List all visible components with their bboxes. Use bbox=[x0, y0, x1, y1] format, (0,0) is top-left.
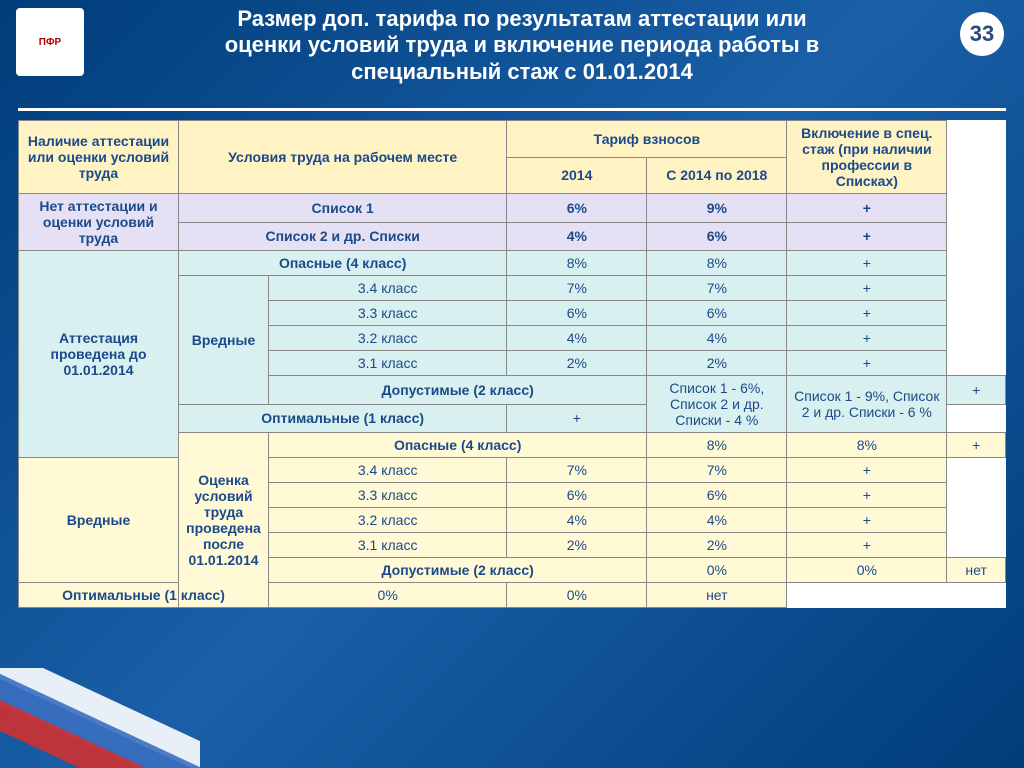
sec2-acceptable-incl: + bbox=[947, 376, 1006, 405]
pfr-logo: ПФР bbox=[16, 8, 84, 76]
slide-number-badge: 33 bbox=[960, 12, 1004, 56]
sec1-row1-t2: 6% bbox=[647, 222, 787, 251]
sec2-h0-t2: 7% bbox=[647, 276, 787, 301]
sec2-h2-cls: 3.2 класс bbox=[269, 326, 507, 351]
sec2-h3-incl: + bbox=[787, 351, 947, 376]
sec2-merged-t1: Список 1 - 6%, Список 2 и др. Списки - 4… bbox=[647, 376, 787, 433]
sec2-label: Аттестация проведена до 01.01.2014 bbox=[19, 251, 179, 458]
sec1-row0-t2: 9% bbox=[647, 194, 787, 223]
header-tariff-group: Тариф взносов bbox=[507, 121, 787, 158]
sec2-danger-t2: 8% bbox=[647, 251, 787, 276]
sec2-h2-t2: 4% bbox=[647, 326, 787, 351]
sec3-danger-incl: + bbox=[947, 433, 1006, 458]
sec3-h1-cls: 3.3 класс bbox=[269, 483, 507, 508]
sec3-h1-t1: 6% bbox=[507, 483, 647, 508]
title-separator bbox=[18, 108, 1006, 111]
slide-title: Размер доп. тарифа по результатам аттест… bbox=[100, 6, 944, 85]
sec3-h3-incl: + bbox=[787, 533, 947, 558]
sec3-h0-cls: 3.4 класс bbox=[269, 458, 507, 483]
sec2-h3-t2: 2% bbox=[647, 351, 787, 376]
sec3-acceptable-t1: 0% bbox=[647, 558, 787, 583]
sec2-h2-incl: + bbox=[787, 326, 947, 351]
sec3-h2-t1: 4% bbox=[507, 508, 647, 533]
sec3-harmful-label: Вредные bbox=[19, 458, 179, 583]
logo-text: ПФР bbox=[39, 37, 61, 48]
sec2-optimal-incl: + bbox=[507, 404, 647, 433]
sec2-h1-cls: 3.3 класс bbox=[269, 301, 507, 326]
header-tariff-2014-2018: С 2014 по 2018 bbox=[647, 157, 787, 194]
sec3-acceptable-t2: 0% bbox=[787, 558, 947, 583]
sec1-row1-incl: + bbox=[787, 222, 947, 251]
sec3-label: Оценка условий труда проведена после 01.… bbox=[179, 433, 269, 608]
sec3-h3-t1: 2% bbox=[507, 533, 647, 558]
sec2-danger-t1: 8% bbox=[507, 251, 647, 276]
sec3-h2-incl: + bbox=[787, 508, 947, 533]
title-line-3: специальный стаж с 01.01.2014 bbox=[100, 59, 944, 85]
header-inclusion: Включение в спец. стаж (при наличии проф… bbox=[787, 121, 947, 194]
sec3-h0-incl: + bbox=[787, 458, 947, 483]
sec2-h3-t1: 2% bbox=[507, 351, 647, 376]
title-line-1: Размер доп. тарифа по результатам аттест… bbox=[100, 6, 944, 32]
sec2-harmful-label: Вредные bbox=[179, 276, 269, 405]
sec2-h3-cls: 3.1 класс bbox=[269, 351, 507, 376]
sec1-label: Нет аттестации и оценки условий труда bbox=[19, 194, 179, 251]
sec2-merged-t2: Список 1 - 9%, Список 2 и др. Списки - 6… bbox=[787, 376, 947, 433]
title-line-2: оценки условий труда и включение периода… bbox=[100, 32, 944, 58]
sec3-optimal-t1: 0% bbox=[269, 583, 507, 608]
sec3-h1-incl: + bbox=[787, 483, 947, 508]
sec3-danger-t1: 8% bbox=[647, 433, 787, 458]
header-conditions: Условия труда на рабочем месте bbox=[179, 121, 507, 194]
sec2-h0-t1: 7% bbox=[507, 276, 647, 301]
sec3-h2-cls: 3.2 класс bbox=[269, 508, 507, 533]
sec2-danger-cond: Опасные (4 класс) bbox=[179, 251, 507, 276]
sec2-h1-t2: 6% bbox=[647, 301, 787, 326]
sec2-acceptable-cond: Допустимые (2 класс) bbox=[269, 376, 647, 405]
slide-number: 33 bbox=[970, 21, 994, 47]
sec2-h0-cls: 3.4 класс bbox=[269, 276, 507, 301]
sec2-h2-t1: 4% bbox=[507, 326, 647, 351]
sec3-danger-t2: 8% bbox=[787, 433, 947, 458]
sec1-row0-incl: + bbox=[787, 194, 947, 223]
sec3-optimal-t2: 0% bbox=[507, 583, 647, 608]
sec3-optimal-cond: Оптимальные (1 класс) bbox=[19, 583, 269, 608]
sec3-h2-t2: 4% bbox=[647, 508, 787, 533]
sec1-row1-cond: Список 2 и др. Списки bbox=[179, 222, 507, 251]
header-tariff-2014: 2014 bbox=[507, 157, 647, 194]
sec3-acceptable-cond: Допустимые (2 класс) bbox=[269, 558, 647, 583]
sec2-h1-incl: + bbox=[787, 301, 947, 326]
sec3-danger-cond: Опасные (4 класс) bbox=[269, 433, 647, 458]
sec1-row1-t1: 4% bbox=[507, 222, 647, 251]
sec2-optimal-cond: Оптимальные (1 класс) bbox=[179, 404, 507, 433]
sec2-danger-incl: + bbox=[787, 251, 947, 276]
header-attestation: Наличие аттестации или оценки условий тр… bbox=[19, 121, 179, 194]
sec3-h1-t2: 6% bbox=[647, 483, 787, 508]
sec3-h3-t2: 2% bbox=[647, 533, 787, 558]
sec3-h0-t1: 7% bbox=[507, 458, 647, 483]
sec3-h3-cls: 3.1 класс bbox=[269, 533, 507, 558]
sec3-h0-t2: 7% bbox=[647, 458, 787, 483]
sec1-row0-cond: Список 1 bbox=[179, 194, 507, 223]
sec3-optimal-incl: нет bbox=[647, 583, 787, 608]
sec3-acceptable-incl: нет bbox=[947, 558, 1006, 583]
sec2-h1-t1: 6% bbox=[507, 301, 647, 326]
sec1-row0-t1: 6% bbox=[507, 194, 647, 223]
sec2-h0-incl: + bbox=[787, 276, 947, 301]
tariff-table: Наличие аттестации или оценки условий тр… bbox=[18, 120, 1006, 608]
